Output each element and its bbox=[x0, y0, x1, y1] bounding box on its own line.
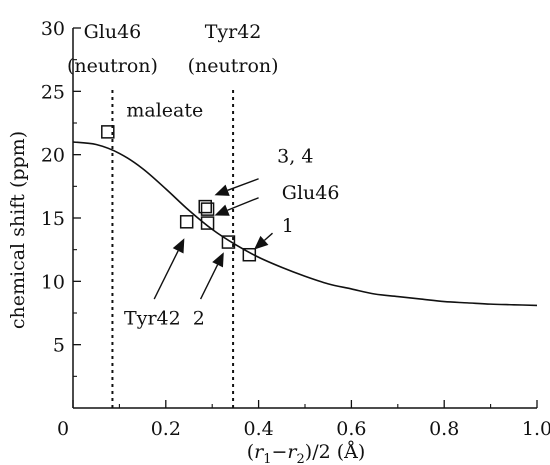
annotation-arrow-head bbox=[253, 235, 269, 250]
x-label-minus: − bbox=[272, 441, 288, 463]
x-tick-label: 0 bbox=[57, 418, 69, 440]
y-axis-label: chemical shift (ppm) bbox=[7, 131, 29, 329]
annotation-arrow-head bbox=[172, 238, 185, 254]
y-ticks: 5 10 15 20 25 30 bbox=[41, 18, 81, 377]
x-axis-label: (r1−r2)/2 (Å) bbox=[247, 441, 366, 465]
reference-label-method: (neutron) bbox=[67, 55, 158, 77]
reference-lines: Glu46 (neutron) Tyr42 (neutron) bbox=[67, 21, 279, 408]
annotation-arrow-shaft bbox=[153, 250, 179, 300]
annotation-arrow-head bbox=[214, 184, 230, 196]
annotation-label: 2 bbox=[193, 307, 205, 329]
data-point bbox=[101, 125, 115, 139]
annotation-arrow-head bbox=[214, 204, 230, 216]
data-point bbox=[221, 235, 236, 249]
annotation-arrow-shaft bbox=[227, 178, 259, 191]
x-label-sub2: 2 bbox=[297, 452, 305, 465]
x-tick-label: 0.8 bbox=[429, 418, 459, 440]
y-tick-label: 15 bbox=[41, 208, 65, 230]
annotation-label: 3, 4 bbox=[277, 145, 313, 167]
annotation-arrow-shaft bbox=[227, 197, 259, 211]
data-points bbox=[101, 125, 257, 262]
x-label-r2: r bbox=[287, 441, 298, 463]
annotation-arrow-shaft bbox=[199, 264, 219, 300]
reference-label-method: (neutron) bbox=[188, 55, 279, 77]
x-label-sub1: 1 bbox=[263, 452, 271, 465]
x-tick-label: 0.4 bbox=[243, 418, 273, 440]
x-label-r1: r bbox=[254, 441, 265, 463]
data-point bbox=[198, 199, 212, 214]
y-tick-label: 10 bbox=[41, 271, 65, 293]
annotation-label: Glu46 bbox=[282, 182, 340, 204]
reference-label-name: Glu46 bbox=[84, 21, 142, 43]
fit-curve bbox=[72, 141, 538, 307]
y-tick-label: 25 bbox=[41, 81, 65, 103]
annotation-arrow-head bbox=[212, 252, 224, 268]
data-point bbox=[242, 247, 257, 262]
annotation-arrow-shaft bbox=[263, 232, 273, 241]
annotation-label: Tyr42 bbox=[124, 307, 181, 329]
y-tick-label: 30 bbox=[41, 18, 65, 40]
annotation-label: 1 bbox=[282, 215, 294, 237]
x-label-close: )/2 (Å) bbox=[305, 441, 366, 463]
data-point bbox=[200, 202, 215, 216]
data-point bbox=[179, 215, 194, 229]
data-point bbox=[200, 216, 215, 230]
x-label-open: ( bbox=[247, 441, 254, 463]
x-tick-label: 0.6 bbox=[336, 418, 366, 440]
annotation-label: maleate bbox=[126, 100, 203, 122]
y-tick-label: 20 bbox=[41, 145, 65, 167]
reference-label-name: Tyr42 bbox=[205, 21, 262, 43]
x-tick-label: 1.0 bbox=[522, 418, 550, 440]
x-tick-label: 0.2 bbox=[151, 418, 181, 440]
y-tick-label: 5 bbox=[53, 335, 65, 357]
x-ticks: 0 0.2 0.4 0.6 0.8 1.0 bbox=[57, 400, 550, 440]
annotations: maleate 3, 4 Glu46 1 Tyr42 2 bbox=[124, 100, 339, 330]
